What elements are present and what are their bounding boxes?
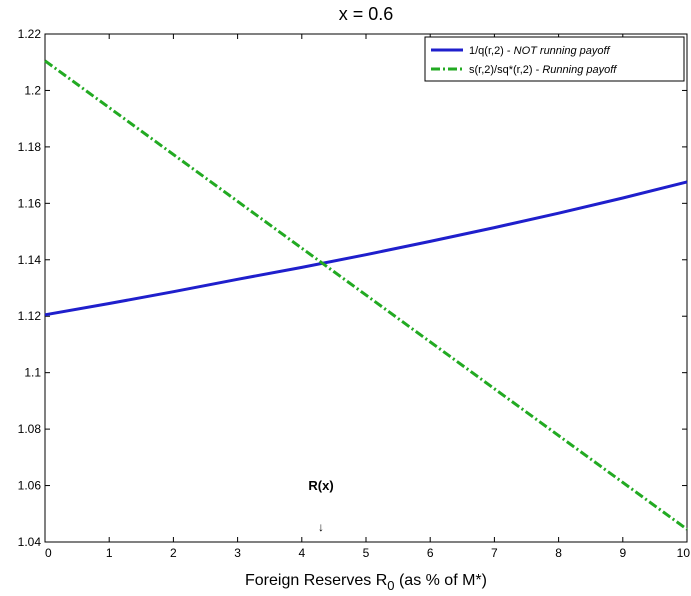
series-layer xyxy=(44,59,688,531)
y-tick-label: 1.14 xyxy=(18,253,42,267)
legend-label-series-2: s(r,2)/sq*(r,2) - xyxy=(469,64,542,76)
x-axis-label-subscript: 0 xyxy=(387,578,394,593)
x-tick-label: 0 xyxy=(45,546,52,560)
y-tick-label: 1.16 xyxy=(18,196,42,210)
x-axis: 0 1 2 3 4 5 6 7 8 9 10 xyxy=(44,34,691,560)
series-line-1 xyxy=(44,180,688,317)
y-tick-label: 1.18 xyxy=(18,140,42,154)
x-axis-label-rest: (as % of M*) xyxy=(395,572,487,589)
x-tick-label: 10 xyxy=(677,546,691,560)
x-tick-label: 6 xyxy=(427,546,434,560)
y-tick-label: 1.2 xyxy=(24,83,41,97)
legend-entry-series-2: s(r,2)/sq*(r,2) - Running payoff xyxy=(469,64,617,76)
annotation-arrow: ↓ xyxy=(318,520,324,534)
x-tick-label: 1 xyxy=(106,546,113,560)
x-tick-label: 8 xyxy=(555,546,562,560)
x-tick-label: 9 xyxy=(619,546,626,560)
y-axis: 1.04 1.06 1.08 1.1 1.12 1.14 1.16 1.18 1.2 1.22 xyxy=(18,27,687,549)
y-tick-label: 1.12 xyxy=(18,309,42,323)
y-tick-label: 1.04 xyxy=(18,535,42,549)
annotation-text: R(x) xyxy=(308,478,333,493)
x-axis-label: Foreign Reserves R0 (as % of M*) xyxy=(245,572,487,593)
x-tick-label: 3 xyxy=(234,546,241,560)
annotation-r-x: R(x) ↓ xyxy=(308,478,333,534)
series-line-2 xyxy=(44,59,688,531)
legend-label-series-1: 1/q(r,2) - xyxy=(469,45,514,57)
legend-label-italic-series-1: NOT running payoff xyxy=(514,45,611,57)
x-tick-label: 4 xyxy=(298,546,305,560)
legend-box xyxy=(424,36,685,82)
y-tick-label: 1.22 xyxy=(18,27,42,41)
x-axis-label-main: Foreign Reserves R xyxy=(245,572,387,589)
y-tick-label: 1.08 xyxy=(18,422,42,436)
chart-title: x = 0.6 xyxy=(339,4,394,24)
plot-area xyxy=(44,33,688,543)
x-tick-label: 2 xyxy=(170,546,177,560)
y-tick-label: 1.1 xyxy=(24,366,41,380)
y-tick-label: 1.06 xyxy=(18,479,42,493)
x-tick-label: 7 xyxy=(491,546,498,560)
legend: 1/q(r,2) - NOT running payoff s(r,2)/sq*… xyxy=(424,36,685,82)
legend-entry-series-1: 1/q(r,2) - NOT running payoff xyxy=(469,45,611,57)
legend-label-italic-series-2: Running payoff xyxy=(542,64,617,76)
x-tick-label: 5 xyxy=(363,546,370,560)
